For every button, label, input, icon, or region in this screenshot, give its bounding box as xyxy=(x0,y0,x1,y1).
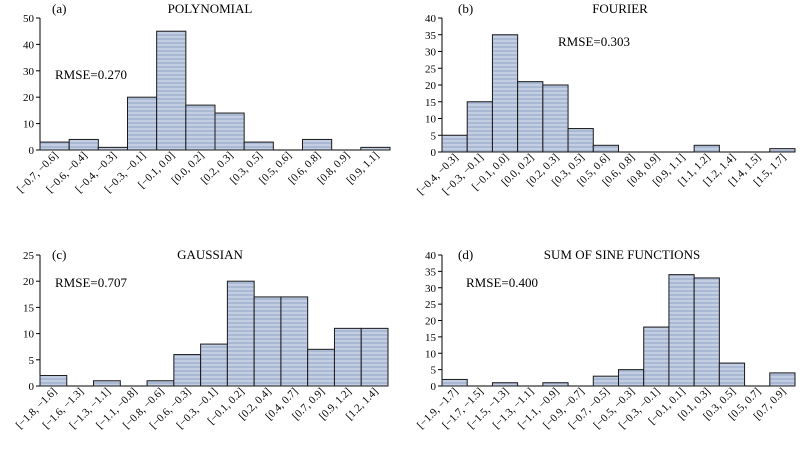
bar-a xyxy=(185,104,216,151)
bar-a xyxy=(360,146,391,151)
y-tick-label-b: 20 xyxy=(425,80,437,92)
y-tick-label-d: 10 xyxy=(425,348,437,360)
bar-d xyxy=(491,382,519,387)
bar-c xyxy=(39,375,68,387)
y-tick-label-a: 50 xyxy=(23,13,35,25)
bar-d xyxy=(718,362,746,387)
y-tick-label-d: 35 xyxy=(425,266,437,278)
bar-b xyxy=(693,144,720,153)
bar-c xyxy=(200,343,228,387)
y-tick-label-b: 15 xyxy=(425,97,437,109)
y-tick-label-b: 0 xyxy=(431,147,437,159)
y-tick-label-d: 5 xyxy=(431,365,437,377)
y-tick-label-c: 15 xyxy=(23,302,35,314)
bar-b xyxy=(491,34,519,153)
y-tick-label-a: 10 xyxy=(23,119,35,131)
bar-a xyxy=(127,96,158,151)
bar-c xyxy=(146,380,175,387)
bar-d xyxy=(542,382,569,387)
bar-a xyxy=(156,30,187,151)
bar-c xyxy=(226,280,255,387)
x-tick-label-a: [0.9, 1.1] xyxy=(345,150,382,187)
y-tick-label-a: 30 xyxy=(23,66,35,78)
bar-c xyxy=(173,354,202,387)
y-tick-label-c: 20 xyxy=(23,276,35,288)
bar-a xyxy=(243,141,274,151)
bar-c xyxy=(307,348,335,387)
bar-b xyxy=(517,81,544,153)
chart-title-a: POLYNOMIAL xyxy=(168,1,253,16)
bar-b xyxy=(466,101,493,153)
bar-d xyxy=(668,274,695,387)
y-tick-label-b: 10 xyxy=(425,114,437,126)
y-tick-label-a: 40 xyxy=(23,39,35,51)
y-tick-label-b: 35 xyxy=(425,30,437,42)
bar-b xyxy=(592,144,619,153)
bar-c xyxy=(280,296,309,387)
y-tick-label-d: 15 xyxy=(425,332,437,344)
y-tick-label-d: 0 xyxy=(431,381,437,393)
y-tick-label-b: 25 xyxy=(425,63,437,75)
y-tick-label-d: 20 xyxy=(425,316,437,328)
bar-c xyxy=(93,380,121,387)
chart-title-c: GAUSSIAN xyxy=(177,247,243,262)
bar-d xyxy=(592,375,619,387)
bar-c xyxy=(253,296,282,387)
bar-a xyxy=(97,146,129,151)
bar-d xyxy=(441,378,468,387)
y-tick-label-c: 25 xyxy=(23,250,35,262)
rmse-annotation-b: RMSE=0.303 xyxy=(558,34,630,49)
panel-a: (a) POLYNOMIAL RMSE=0.270 01020304050[−0… xyxy=(15,1,391,195)
y-tick-label-c: 5 xyxy=(29,355,35,367)
panel-label-c: (c) xyxy=(52,247,66,262)
bar-b xyxy=(567,128,594,153)
bar-c xyxy=(360,327,389,387)
bar-d xyxy=(618,369,645,387)
bar-a xyxy=(214,112,245,151)
bar-d xyxy=(769,372,796,387)
bar-a xyxy=(39,141,70,151)
y-tick-label-b: 30 xyxy=(425,47,437,59)
rmse-annotation-c: RMSE=0.707 xyxy=(55,275,127,290)
y-tick-label-a: 20 xyxy=(23,92,35,104)
y-tick-label-b: 5 xyxy=(431,130,437,142)
panel-label-b: (b) xyxy=(458,1,473,16)
panel-c: (c) GAUSSIAN RMSE=0.707 0510152025[−1.8,… xyxy=(14,247,389,431)
bar-d xyxy=(643,326,670,387)
y-tick-label-d: 30 xyxy=(425,283,437,295)
panel-label-a: (a) xyxy=(52,1,66,16)
panel-b: (b) FOURIER RMSE=0.303 0510152025303540[… xyxy=(415,1,796,197)
y-tick-label-a: 0 xyxy=(29,145,35,157)
y-tick-label-c: 10 xyxy=(23,329,35,341)
chart-title-b: FOURIER xyxy=(592,1,648,16)
bar-b xyxy=(542,84,569,153)
panel-d: (d) SUM OF SINE FUNCTIONS RMSE=0.400 0 5 1… xyxy=(415,247,796,431)
bar-d xyxy=(693,277,720,387)
bar-a xyxy=(68,138,99,151)
rmse-annotation-d: RMSE=0.400 xyxy=(466,275,538,290)
bar-a xyxy=(302,138,333,151)
y-tick-label-d: 40 xyxy=(425,250,437,262)
chart-title-d: SUM OF SINE FUNCTIONS xyxy=(544,247,700,262)
bar-b xyxy=(769,148,796,153)
panel-label-d: (d) xyxy=(458,247,473,262)
bar-c xyxy=(333,327,362,387)
y-tick-label-d: 25 xyxy=(425,299,437,311)
rmse-annotation-a: RMSE=0.270 xyxy=(55,67,127,82)
bar-b xyxy=(441,134,468,153)
y-tick-label-c: 0 xyxy=(29,381,35,393)
y-tick-label-b: 40 xyxy=(425,13,437,25)
